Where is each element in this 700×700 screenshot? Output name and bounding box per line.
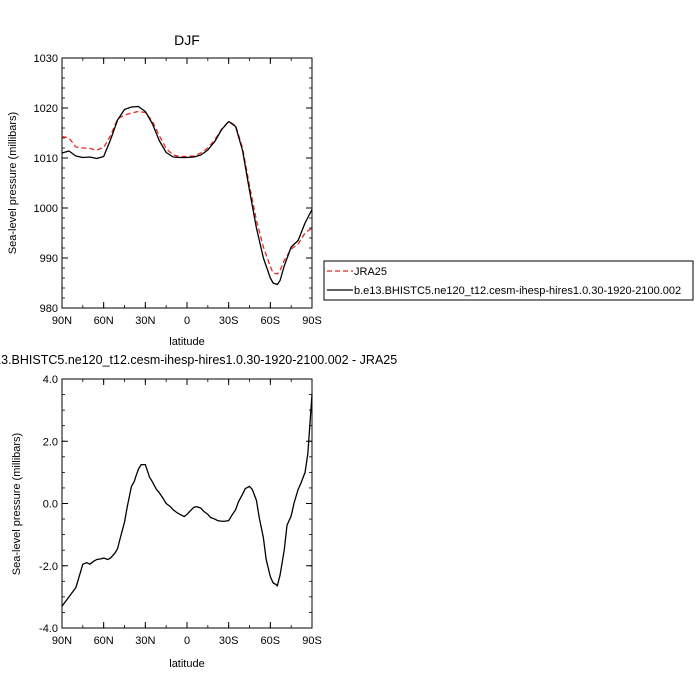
x-tick-label: 0 [184,635,190,647]
top-chart-title: DJF [174,32,200,48]
x-tick-label: 90S [302,635,322,647]
legend: JRA25 b.e13.BHISTC5.ne120_t12.cesm-ihesp… [323,260,694,301]
top-plot-frame [61,57,313,309]
series-line-difference [61,394,313,607]
top-x-axis-label: latitude [169,336,204,348]
x-tick-label: 60N [94,635,114,647]
top-y-tick-labels: 980 990 1000 1010 1020 1030 [34,53,58,315]
x-tick-label: 90S [302,315,322,327]
y-tick-label: 1010 [34,153,58,165]
x-tick-label: 90N [52,315,72,327]
y-tick-label: 980 [40,303,58,315]
top-y-axis-label: Sea-level pressure (millibars) [7,112,19,254]
y-tick-label: 2.0 [43,436,58,448]
y-tick-label: -2.0 [39,561,58,573]
x-tick-label: 30N [135,315,155,327]
bottom-panel-difference: b.e13.BHISTC5.ne120_t12.cesm-ihesp-hires… [0,353,397,670]
y-tick-label: 1020 [34,103,58,115]
x-tick-label: 0 [184,315,190,327]
bottom-axis-ticks [61,378,313,629]
x-tick-label: 30N [135,635,155,647]
x-tick-label: 60S [261,315,281,327]
top-x-tick-labels: 90N 60N 30N 0 30S 60S 90S [52,315,322,327]
top-axis-ticks [61,57,313,309]
bottom-y-tick-labels: -4.0 -2.0 0.0 2.0 4.0 [39,374,58,635]
y-tick-label: 1030 [34,53,58,65]
series-line-jra25 [61,110,313,275]
x-tick-label: 30S [219,315,239,327]
bottom-x-axis-label: latitude [169,658,204,670]
bottom-y-axis-label: Sea-level pressure (millibars) [11,433,23,575]
x-tick-label: 90N [52,635,72,647]
bottom-plot-frame [61,378,313,629]
top-series-lines [61,105,313,286]
legend-label-model: b.e13.BHISTC5.ne120_t12.cesm-ihesp-hires… [354,285,681,297]
y-tick-label: 0.0 [43,499,58,511]
y-tick-label: 4.0 [43,374,58,386]
x-tick-label: 60S [261,635,281,647]
y-tick-label: 1000 [34,203,58,215]
bottom-series-lines [61,394,313,607]
top-panel-sea-level-pressure: DJF 980 990 1000 1010 1020 1030 90N 60N 30N 0 30S… [7,32,322,348]
bottom-x-tick-labels: 90N 60N 30N 0 30S 60S 90S [52,635,322,647]
y-tick-label: -4.0 [39,623,58,635]
legend-label-jra25: JRA25 [354,266,387,278]
x-tick-label: 60N [94,315,114,327]
bottom-chart-title: b.e13.BHISTC5.ne120_t12.cesm-ihesp-hires… [0,353,397,367]
legend-box [323,260,694,301]
y-tick-label: 990 [40,253,58,265]
series-line-model [61,105,313,286]
x-tick-label: 30S [219,635,239,647]
